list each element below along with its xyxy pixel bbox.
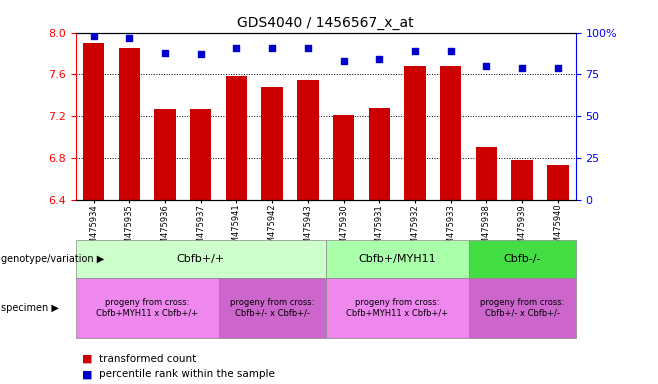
Bar xyxy=(226,76,247,200)
Point xyxy=(517,65,528,71)
Text: transformed count: transformed count xyxy=(99,354,196,364)
Bar xyxy=(83,43,104,200)
Text: ■: ■ xyxy=(82,354,93,364)
Text: progeny from cross:
Cbfb+/- x Cbfb+/-: progeny from cross: Cbfb+/- x Cbfb+/- xyxy=(230,298,315,318)
Text: genotype/variation ▶: genotype/variation ▶ xyxy=(1,254,105,264)
Bar xyxy=(333,115,354,200)
Bar xyxy=(511,160,533,200)
Bar xyxy=(368,108,390,200)
Bar xyxy=(440,66,461,200)
Text: Cbfb+/MYH11: Cbfb+/MYH11 xyxy=(359,254,436,264)
Bar xyxy=(297,79,318,200)
Point xyxy=(374,56,384,63)
Title: GDS4040 / 1456567_x_at: GDS4040 / 1456567_x_at xyxy=(238,16,414,30)
Point xyxy=(481,63,492,69)
Point xyxy=(231,45,241,51)
Point xyxy=(553,65,563,71)
Bar xyxy=(261,87,283,200)
Text: progeny from cross:
Cbfb+/- x Cbfb+/-: progeny from cross: Cbfb+/- x Cbfb+/- xyxy=(480,298,565,318)
Point xyxy=(195,51,206,58)
Text: progeny from cross:
Cbfb+MYH11 x Cbfb+/+: progeny from cross: Cbfb+MYH11 x Cbfb+/+ xyxy=(96,298,198,318)
Bar xyxy=(190,109,211,200)
Point xyxy=(124,35,134,41)
Bar xyxy=(476,147,497,200)
Point xyxy=(267,45,278,51)
Point xyxy=(338,58,349,64)
Point xyxy=(410,48,420,54)
Point xyxy=(303,45,313,51)
Text: ■: ■ xyxy=(82,369,93,379)
Text: Cbfb-/-: Cbfb-/- xyxy=(503,254,541,264)
Point xyxy=(160,50,170,56)
Text: progeny from cross:
Cbfb+MYH11 x Cbfb+/+: progeny from cross: Cbfb+MYH11 x Cbfb+/+ xyxy=(346,298,448,318)
Bar xyxy=(154,109,176,200)
Bar xyxy=(118,48,140,200)
Point xyxy=(88,33,99,39)
Bar xyxy=(547,165,569,200)
Point xyxy=(445,48,456,54)
Text: specimen ▶: specimen ▶ xyxy=(1,303,59,313)
Bar xyxy=(404,66,426,200)
Text: percentile rank within the sample: percentile rank within the sample xyxy=(99,369,274,379)
Text: Cbfb+/+: Cbfb+/+ xyxy=(176,254,225,264)
